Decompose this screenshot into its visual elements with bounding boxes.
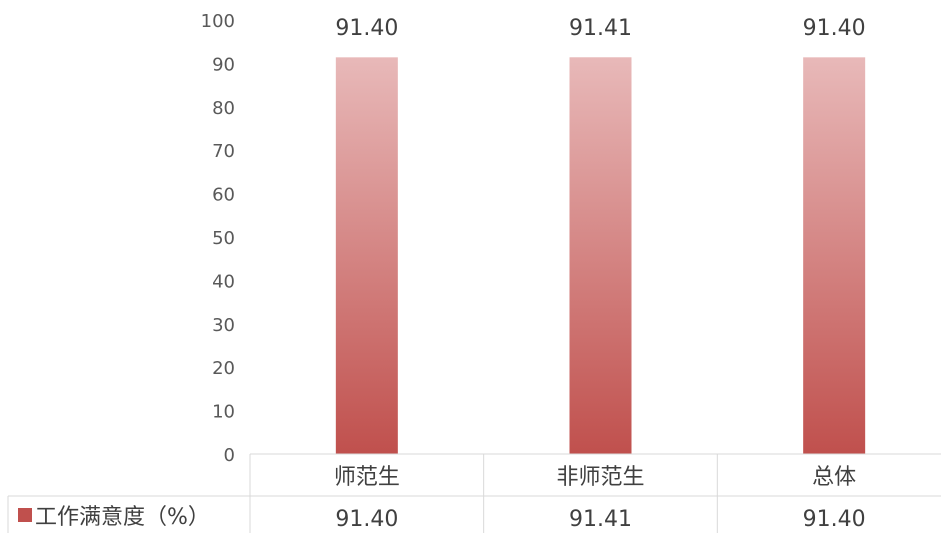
- table-value: 91.40: [803, 507, 866, 532]
- y-tick-label: 10: [212, 402, 235, 423]
- bar-data-label: 91.40: [803, 16, 866, 41]
- data-labels: 91.40 91.41 91.40: [335, 16, 865, 41]
- y-tick-label: 0: [224, 445, 235, 466]
- table-value: 91.40: [335, 507, 398, 532]
- y-tick-label: 20: [212, 358, 235, 379]
- y-tick-label: 70: [212, 141, 235, 162]
- y-tick-label: 100: [201, 11, 235, 32]
- category-label: 师范生: [334, 465, 400, 490]
- legend-key: [18, 508, 32, 522]
- category-label: 非师范生: [556, 465, 644, 490]
- bar-0: [335, 57, 398, 454]
- y-axis: 0 10 20 30 40 50 60 70 80 90 100: [201, 11, 235, 466]
- bars: [335, 57, 866, 454]
- y-tick-label: 30: [212, 315, 235, 336]
- bar-data-label: 91.40: [335, 16, 398, 41]
- y-tick-label: 40: [212, 271, 235, 292]
- bar-2: [803, 57, 866, 454]
- y-tick-label: 60: [212, 185, 235, 206]
- y-tick-label: 50: [212, 228, 235, 249]
- y-tick-label: 90: [212, 54, 235, 75]
- bar-data-label: 91.41: [569, 16, 632, 41]
- series-name: 工作满意度（%）: [35, 505, 210, 530]
- y-tick-label: 80: [212, 98, 235, 119]
- bar-1: [569, 57, 632, 454]
- category-label: 总体: [812, 465, 856, 490]
- table-value: 91.41: [569, 507, 632, 532]
